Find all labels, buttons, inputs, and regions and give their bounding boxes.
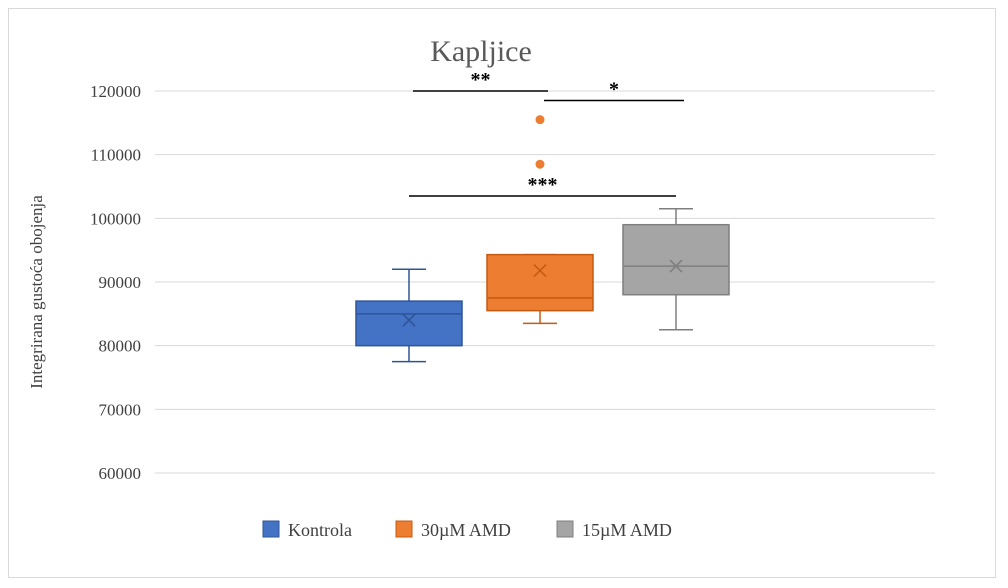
box-1 xyxy=(355,268,463,363)
y-tick-label: 110000 xyxy=(91,146,141,165)
mean-marker xyxy=(533,263,547,278)
significance-bar: * xyxy=(544,79,684,102)
legend-item-2: 30µM AMD xyxy=(395,520,511,540)
box-rect xyxy=(486,253,594,312)
significance-label: * xyxy=(609,79,619,101)
y-tick-label: 100000 xyxy=(90,209,141,228)
mean-marker xyxy=(669,259,683,273)
legend-swatch xyxy=(395,520,413,538)
y-tick-label: 60000 xyxy=(99,464,142,483)
legend-item-1: Kontrola xyxy=(262,520,352,540)
significance-label: *** xyxy=(528,174,558,196)
box-rect xyxy=(622,223,730,296)
significance-bar: ** xyxy=(413,69,548,92)
legend-swatch xyxy=(556,520,574,538)
gridlines xyxy=(155,90,935,474)
legend-label: 15µM AMD xyxy=(582,520,672,540)
chart-title: Kapljice xyxy=(430,35,532,68)
y-tick-label: 90000 xyxy=(99,273,142,292)
boxes xyxy=(355,115,730,363)
box-plot-chart: Kapljice 60000 70000 80000 90000 100000 11000… xyxy=(27,35,935,540)
box-2 xyxy=(486,115,594,325)
legend-label: 30µM AMD xyxy=(421,520,511,540)
box-rect xyxy=(355,300,463,347)
mean-marker xyxy=(402,313,416,327)
significance-bar: *** xyxy=(409,174,676,197)
y-axis-label: Integrirana gustoća obojenja xyxy=(27,195,46,389)
y-tick-label: 70000 xyxy=(99,400,142,419)
significance-bars: ** **** xyxy=(409,69,684,197)
outlier-point xyxy=(535,159,545,169)
y-tick-label: 80000 xyxy=(99,337,142,356)
outlier-point xyxy=(535,115,545,125)
chart-frame: Kapljice 60000 70000 80000 90000 100000 11000… xyxy=(8,8,996,578)
box-3 xyxy=(622,208,730,331)
legend-swatch xyxy=(262,520,280,538)
y-axis-ticks: 60000 70000 80000 90000 100000 110000 120000 xyxy=(90,82,141,483)
significance-label: ** xyxy=(471,69,491,91)
legend: Kontrola 30µM AMD 15µM AMD xyxy=(262,520,672,540)
legend-item-3: 15µM AMD xyxy=(556,520,672,540)
legend-label: Kontrola xyxy=(288,520,352,540)
y-tick-label: 120000 xyxy=(90,82,141,101)
